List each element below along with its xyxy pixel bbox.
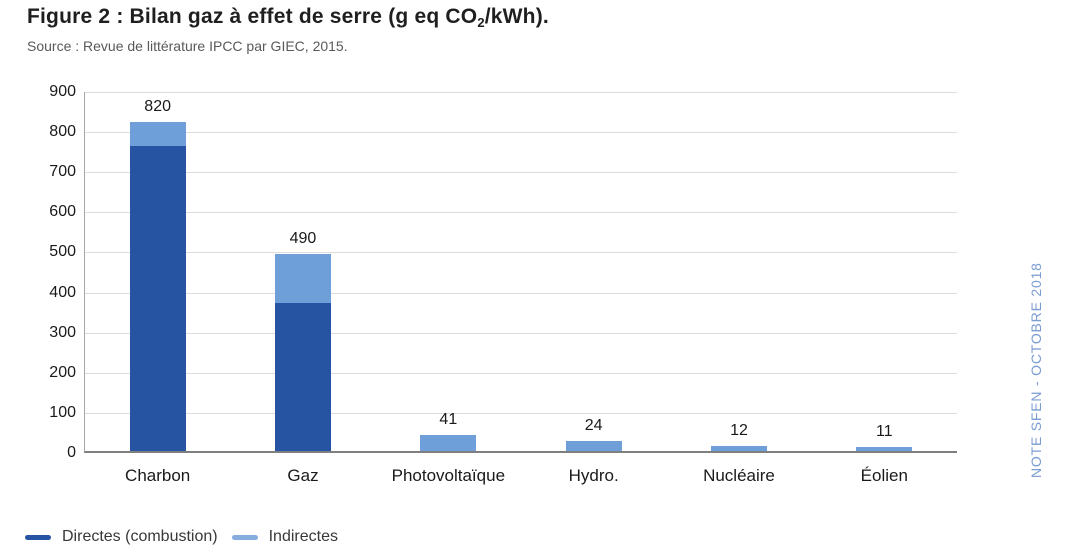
gridline [85,212,957,214]
gridline [85,92,957,93]
plot-area: 820 Charbon 490 Gaz 41 Photovoltaïque 24 Hydro.… [84,92,957,485]
bar-columns: 820 Charbon 490 Gaz 41 Photovoltaïque 24 Hydro.… [85,92,957,485]
y-tick-label: 100 [49,403,76,421]
bar-column-photovolta-que: 41 Photovoltaïque [376,92,521,485]
bar-segment-indirectes [129,122,186,147]
gridline [85,172,957,174]
bar-segment-directes [274,302,331,451]
gridline [85,292,957,294]
legend-label-directes: Directes (combustion) [62,528,218,545]
bar-value-label: 820 [144,98,172,116]
gridline [85,332,957,334]
bar-value-label: 11 [875,422,893,440]
bar-segment-indirectes [420,434,477,451]
bar-column-gaz: 490 Gaz [230,92,375,485]
bar-value-label: 12 [730,422,748,440]
figure-title-text: Figure 2 : Bilan gaz à effet de serre (g… [27,5,478,28]
bar-segment-indirectes [710,446,767,451]
bar-value-label: 24 [584,417,603,435]
category-label: Charbon [125,466,191,485]
category-label: Photovoltaïque [391,466,506,485]
indirectes-swatch-icon [231,534,258,540]
gridline [85,252,957,254]
bar-column--olien: 11 Éolien [812,92,957,485]
bar-value-label: 41 [439,410,458,428]
y-tick-label: 500 [49,243,76,261]
bar-value-label: 490 [289,230,317,248]
y-tick-label: 700 [49,163,76,181]
directes-swatch-icon [25,534,51,540]
legend-item-indirectes: Indirectes [231,528,338,546]
figure-title-subscript: 2 [477,15,485,30]
bar-segment-indirectes [856,446,913,451]
bar-stack [710,446,767,451]
category-label: Hydro. [568,466,619,485]
bar-column-hydro-: 24 Hydro. [521,92,666,485]
y-tick-label: 200 [49,363,76,381]
y-tick-label: 600 [49,203,76,221]
y-tick-label: 400 [49,283,76,301]
bar-segment-directes [129,146,186,451]
legend-label-indirectes: Indirectes [268,528,338,545]
bar-column-charbon: 820 Charbon [85,92,230,485]
bar-stack [129,122,186,451]
figure-title: Figure 2 : Bilan gaz à effet de serre (g… [27,5,549,29]
bar-stack [420,434,477,451]
y-axis-labels: 0 100 200 300 400 500 600 700 800 900 [24,83,76,461]
gridline [85,132,957,134]
legend: Directes (combustion) Indirectes [25,528,338,546]
gridline [85,412,957,414]
bar-segment-indirectes [274,254,331,303]
bar-column-nucl-aire: 12 Nucléaire [666,92,811,485]
category-label: Éolien [860,466,908,485]
figure-source: Source : Revue de littérature IPCC par G… [27,38,348,54]
y-tick-label: 0 [67,444,76,461]
figure-title-unit: /kWh). [484,5,549,28]
gridline [85,372,957,374]
side-note-vertical-text: NOTE SFEN - OCTOBRE 2018 [1028,262,1044,478]
bar-segment-indirectes [565,441,622,451]
y-tick-label: 800 [49,123,76,141]
bar-stack [565,441,622,451]
category-label: Gaz [287,466,319,485]
y-tick-label: 900 [49,83,76,100]
bar-stack [856,446,913,451]
legend-item-directes: Directes (combustion) [25,528,218,546]
y-tick-label: 300 [49,323,76,341]
category-label: Nucléaire [703,466,775,485]
bar-stack [274,254,331,451]
